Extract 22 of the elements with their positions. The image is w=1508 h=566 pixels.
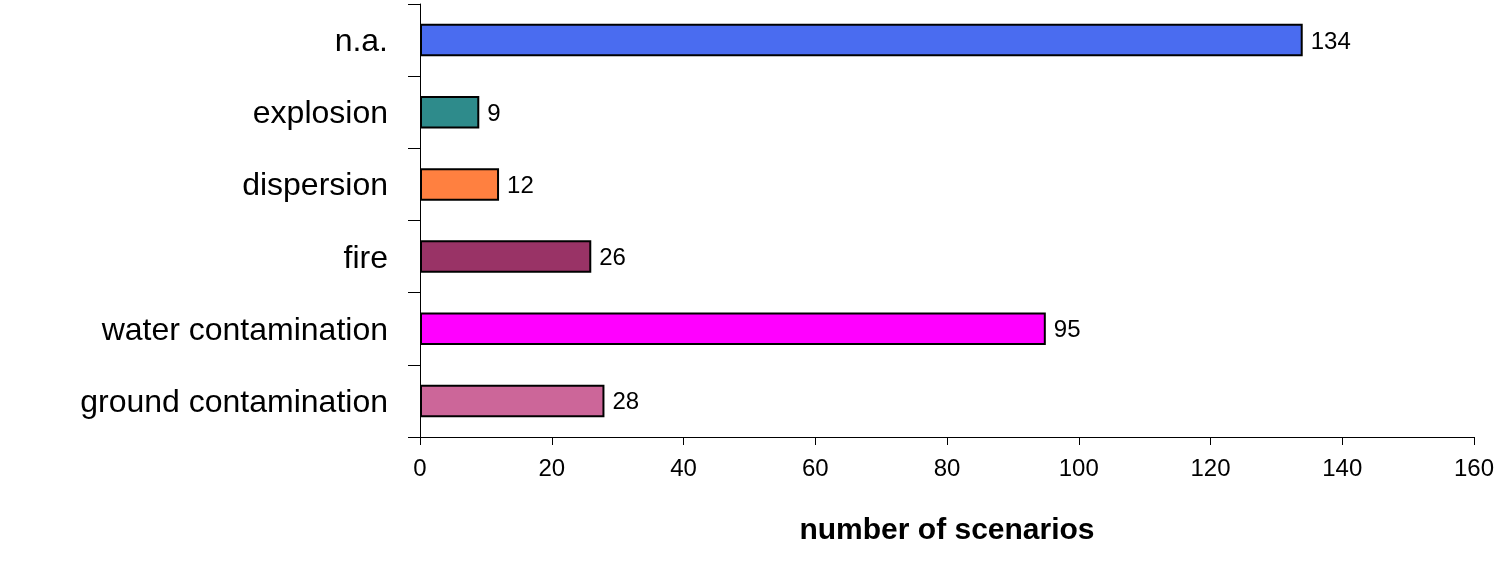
data-label: 28	[612, 387, 640, 415]
x-tick-label: 80	[933, 453, 961, 481]
x-tick-label: 120	[1190, 453, 1231, 481]
y-tick-label: water contamination	[100, 310, 388, 347]
data-label: 134	[1310, 26, 1351, 54]
x-tick-label: 60	[801, 453, 829, 481]
data-label: 95	[1053, 315, 1081, 343]
x-tick-label: 100	[1058, 453, 1099, 481]
y-tick-label: explosion	[252, 94, 388, 131]
x-tick-label: 140	[1322, 453, 1363, 481]
x-tick-label: 0	[413, 453, 427, 481]
x-tick-label: 20	[538, 453, 566, 481]
x-tick-label: 40	[670, 453, 697, 481]
y-tick-label: fire	[343, 238, 388, 275]
y-tick-label: n.a.	[334, 22, 388, 59]
x-axis-title: number of scenarios	[799, 511, 1095, 545]
x-tick-label: 160	[1453, 453, 1495, 481]
data-label: 12	[507, 170, 534, 198]
data-label: 26	[599, 243, 626, 271]
data-label: 9	[487, 98, 501, 126]
y-tick-label: dispersion	[242, 166, 388, 203]
y-tick-label: ground contamination	[80, 382, 388, 419]
